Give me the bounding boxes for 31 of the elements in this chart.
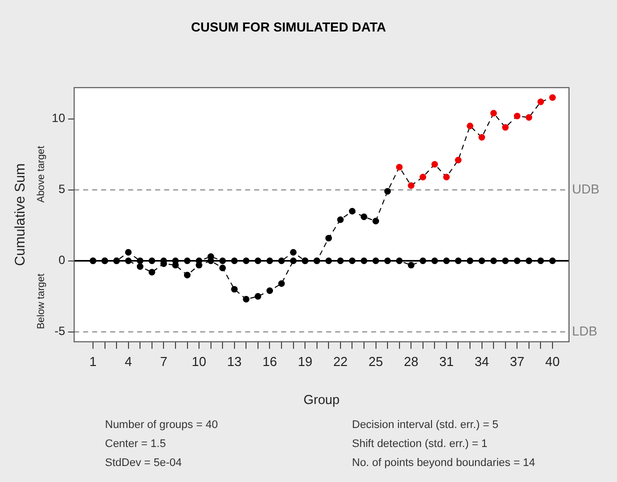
- text: StdDev = 5e-04: [105, 457, 182, 470]
- y-tick-label: 10: [52, 111, 66, 126]
- text: Shift detection (std. err.) = 1: [352, 438, 488, 450]
- x-tick-label: 28: [404, 354, 418, 370]
- ref-line-label: LDB: [572, 323, 598, 338]
- x-tick-label: 16: [262, 354, 277, 370]
- x-tick-label: 4: [124, 354, 132, 370]
- x-tick-label: 10: [192, 354, 206, 370]
- text: Above target: [36, 146, 47, 203]
- x-tick-label: 7: [160, 354, 168, 370]
- x-tick-label: 13: [227, 354, 242, 370]
- text: No. of points beyond boundaries = 14: [352, 457, 536, 470]
- x-tick-label: 34: [474, 354, 490, 370]
- x-tick-label: 25: [368, 354, 384, 370]
- x-tick-label: 1: [89, 354, 97, 370]
- x-tick-label: 19: [298, 354, 312, 370]
- text: Decision interval (std. err.) = 5: [352, 419, 498, 432]
- y-tick-label: 0: [58, 253, 66, 268]
- x-tick-label: 40: [545, 354, 560, 370]
- x-tick-label: 37: [510, 354, 524, 370]
- x-axis-title: Group: [304, 392, 340, 407]
- text: Number of groups = 40: [105, 419, 218, 432]
- text: Center = 1.5: [105, 438, 166, 450]
- ref-line-label: UDB: [572, 181, 600, 196]
- chart-title: CUSUM FOR SIMULATED DATA: [191, 19, 387, 34]
- text: Below target: [36, 273, 47, 330]
- y-tick-label: -5: [54, 324, 66, 338]
- x-tick-label: 31: [439, 354, 454, 370]
- y-tick-label: 5: [58, 182, 66, 196]
- y-axis-title: Cumulative Sum: [11, 163, 28, 266]
- x-tick-label: 22: [333, 354, 348, 370]
